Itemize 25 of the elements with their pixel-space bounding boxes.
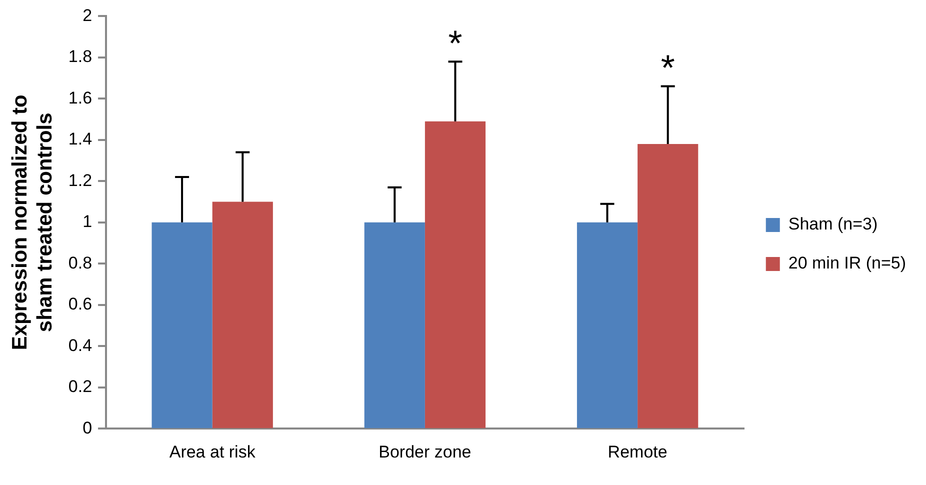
annotation: *	[660, 47, 675, 88]
y-tick-label: 1	[82, 212, 92, 232]
y-tick-label: 2	[82, 6, 92, 25]
y-tick-label: 0	[82, 418, 92, 438]
bar	[152, 222, 212, 428]
x-tick-label: Border zone	[378, 442, 472, 462]
x-tick-label: Area at risk	[169, 442, 256, 462]
legend-label: Sham (n=3)	[788, 214, 878, 234]
x-tick-label: Remote	[608, 442, 668, 462]
y-tick-label: 1.8	[68, 47, 92, 66]
bar	[212, 202, 273, 428]
bar	[364, 222, 425, 428]
bar	[576, 222, 638, 428]
y-tick-label: 1.2	[68, 170, 92, 190]
y-tick-label: 1.4	[68, 130, 92, 149]
y-tick-label: 1.6	[68, 88, 92, 108]
bar	[424, 121, 486, 428]
y-tick-label: 0.6	[68, 294, 92, 314]
annotation: *	[448, 22, 462, 64]
y-tick-label: 0.2	[68, 377, 92, 396]
legend-label: 20 min IR (n=5)	[788, 254, 906, 273]
y-tick-label: 0.8	[68, 253, 92, 272]
bar	[638, 144, 698, 428]
y-tick-label: 0.4	[68, 336, 92, 355]
y-axis-title: Expression normalized to sham treated controls	[8, 94, 57, 350]
